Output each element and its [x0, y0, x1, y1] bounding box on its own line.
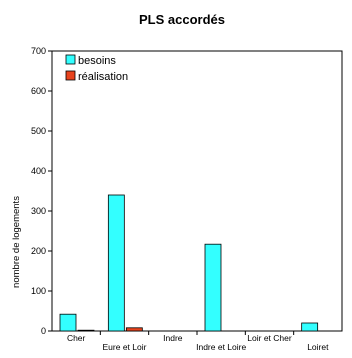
bar-besoins — [59, 313, 77, 332]
y-axis-label: nombre de logements — [11, 196, 22, 288]
legend-label: réalisation — [78, 71, 128, 83]
bar-besoins — [107, 194, 125, 332]
legend-label: besoins — [78, 55, 116, 67]
x-category-label: Eure et Loir — [103, 342, 147, 352]
bar-réalisation — [77, 329, 95, 332]
y-tick-label: 500 — [31, 126, 46, 136]
y-tick-label: 200 — [31, 246, 46, 256]
y-tick-label: 300 — [31, 206, 46, 216]
legend-swatch — [65, 70, 76, 81]
x-category-label: Cher — [67, 333, 86, 343]
plot-area: 0 100 200 300 400 500 600 700 Cher Eure et Loir In… — [31, 46, 343, 352]
y-tick-label: 700 — [31, 46, 46, 56]
x-category-label: Loir et Cher — [247, 333, 292, 343]
y-tick-label: 600 — [31, 86, 46, 96]
legend-swatch — [65, 54, 76, 65]
x-category-label: Loiret — [307, 342, 329, 352]
bar-besoins — [204, 243, 222, 332]
bar-réalisation — [125, 327, 143, 332]
bar-besoins — [301, 322, 319, 332]
y-tick-label: 100 — [31, 286, 46, 296]
x-category-label: Indre et Loire — [196, 342, 246, 352]
chart-title: PLS accordés — [139, 12, 225, 27]
y-tick-label: 400 — [31, 166, 46, 176]
plot-frame — [51, 50, 343, 332]
x-category-label: Indre — [163, 333, 183, 343]
y-tick-label: 0 — [41, 326, 46, 336]
